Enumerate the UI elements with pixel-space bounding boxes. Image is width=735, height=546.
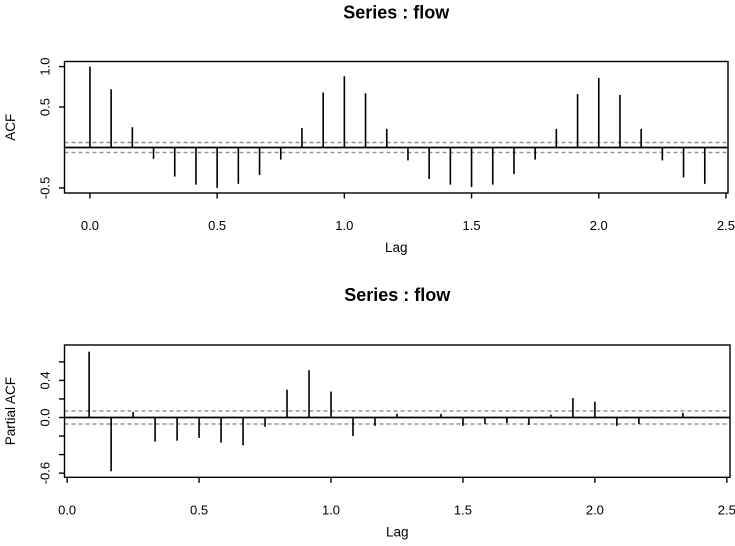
pacf-plot-y-tick-label: -0.6 — [38, 462, 53, 484]
pacf-plot-x-tick-label: 1.5 — [454, 502, 472, 517]
acf-plot-x-tick-label: 2.0 — [590, 218, 608, 233]
acf-plot-x-tick-label: 0.0 — [81, 218, 99, 233]
acf-plot-y-axis-title: ACF — [3, 114, 18, 141]
pacf-plot: Series : flow 0.0 0.5 1.0 1.5 2.0 2.5 Lag 0.4 0.0… — [3, 285, 735, 539]
pacf-plot-x-tick-label: 2.5 — [718, 502, 735, 517]
acf-plot-x-axis-title: Lag — [385, 240, 408, 255]
acf-plot-box — [63, 60, 729, 194]
pacf-plot-x-axis-title: Lag — [386, 524, 409, 539]
acf-plot: Series : flow 0.0 0.5 1.0 1.5 2.0 2.5 Lag 1.0 0.5… — [3, 3, 735, 256]
pacf-plot-bars — [88, 351, 684, 472]
pacf-plot-y-tick-label: 0.4 — [38, 371, 53, 389]
pacf-plot-y-axis-title: Partial ACF — [3, 377, 18, 445]
pacf-plot-x-tick-label: 0.0 — [58, 502, 76, 517]
pacf-plot-x-tick-label: 1.0 — [322, 502, 340, 517]
pacf-plot-box — [63, 344, 731, 479]
pacf-plot-title: Series : flow — [344, 285, 451, 305]
acf-plot-y-tick-label: 1.0 — [38, 58, 53, 76]
acf-plot-x-tick-label: 2.5 — [717, 218, 735, 233]
acf-plot-x-tick-label: 1.0 — [335, 218, 353, 233]
acf-plot-y-tick-label: -0.5 — [38, 177, 53, 199]
acf-plot-x-tick-label: 1.5 — [463, 218, 481, 233]
acf-plot-title: Series : flow — [343, 3, 450, 23]
acf-plot-bars — [89, 66, 706, 188]
pacf-plot-x-tick-label: 2.0 — [586, 502, 604, 517]
acf-plot-x-tick-label: 0.5 — [208, 218, 226, 233]
pacf-plot-y-tick-label: 0.0 — [38, 408, 53, 426]
acf-plot-y-tick-label: 0.5 — [38, 98, 53, 116]
pacf-plot-x-tick-label: 0.5 — [190, 502, 208, 517]
